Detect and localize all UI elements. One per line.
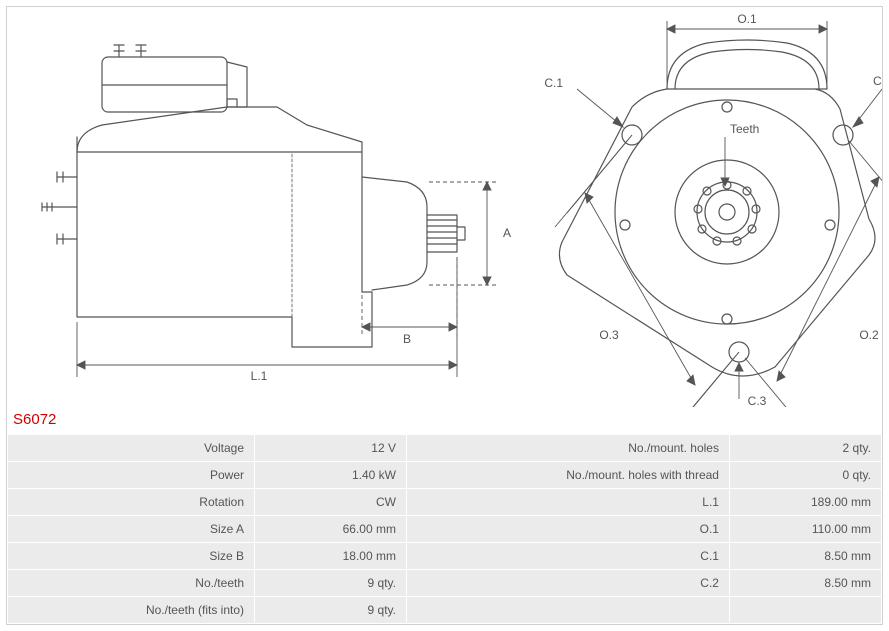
diagram-area: L.1 B A	[7, 7, 882, 407]
spec-value: 12 V	[255, 435, 407, 462]
spec-label: Size B	[8, 543, 255, 570]
dim-label-a: A	[503, 226, 511, 240]
spec-label: Power	[8, 462, 255, 489]
spec-label	[406, 597, 729, 624]
spec-row: No./teeth (fits into)9 qty.	[8, 597, 882, 624]
spec-sheet: L.1 B A	[6, 6, 883, 625]
spec-label: No./teeth	[8, 570, 255, 597]
spec-row: Size B18.00 mmC.18.50 mm	[8, 543, 882, 570]
spec-value: 110.00 mm	[729, 516, 881, 543]
spec-value: 18.00 mm	[255, 543, 407, 570]
spec-value: 1.40 kW	[255, 462, 407, 489]
spec-label: No./mount. holes	[406, 435, 729, 462]
dim-label-o2: O.2	[859, 328, 879, 342]
spec-value	[729, 597, 881, 624]
spec-label: No./teeth (fits into)	[8, 597, 255, 624]
spec-value: 0 qty.	[729, 462, 881, 489]
spec-row: RotationCWL.1189.00 mm	[8, 489, 882, 516]
spec-value: CW	[255, 489, 407, 516]
spec-value: 2 qty.	[729, 435, 881, 462]
dim-label-b: B	[403, 332, 411, 346]
dim-label-c3: C.3	[748, 394, 767, 407]
spec-label: C.2	[406, 570, 729, 597]
spec-label: C.1	[406, 543, 729, 570]
dim-label-c1: C.1	[544, 76, 563, 90]
technical-drawing: L.1 B A	[7, 7, 882, 407]
dim-label-o1: O.1	[737, 12, 757, 26]
spec-label: Voltage	[8, 435, 255, 462]
spec-value: 189.00 mm	[729, 489, 881, 516]
part-number: S6072	[7, 407, 882, 434]
spec-label: L.1	[406, 489, 729, 516]
spec-value: 8.50 mm	[729, 543, 881, 570]
spec-label: Size A	[8, 516, 255, 543]
spec-label: No./mount. holes with thread	[406, 462, 729, 489]
spec-row: Voltage12 VNo./mount. holes2 qty.	[8, 435, 882, 462]
spec-label: Rotation	[8, 489, 255, 516]
dim-label-teeth: Teeth	[730, 122, 759, 136]
spec-row: No./teeth9 qty.C.28.50 mm	[8, 570, 882, 597]
spec-table: Voltage12 VNo./mount. holes2 qty.Power1.…	[7, 434, 882, 624]
spec-label: O.1	[406, 516, 729, 543]
dim-label-c2: C.2	[873, 74, 882, 88]
spec-value: 9 qty.	[255, 570, 407, 597]
spec-value: 8.50 mm	[729, 570, 881, 597]
spec-row: Power1.40 kWNo./mount. holes with thread…	[8, 462, 882, 489]
dim-label-l1: L.1	[251, 369, 268, 383]
spec-value: 9 qty.	[255, 597, 407, 624]
spec-value: 66.00 mm	[255, 516, 407, 543]
dim-label-o3: O.3	[599, 328, 619, 342]
spec-row: Size A66.00 mmO.1110.00 mm	[8, 516, 882, 543]
